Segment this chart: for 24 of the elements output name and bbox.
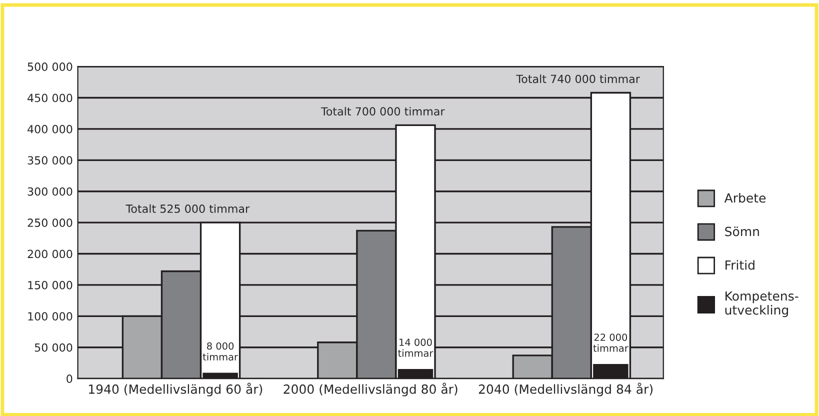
- y-tick-label: 400 000: [28, 124, 72, 134]
- x-tick-label: 1940 (Medellivslängd 60 år): [89, 382, 262, 396]
- legend-label: Kompetens- utveckling: [725, 291, 798, 318]
- x-tick-label: 2040 (Medellivslängd 84 år): [478, 382, 652, 396]
- y-tick-label: 500 000: [28, 62, 72, 71]
- x-tick-label: 2000 (Medellivslängd 80 år): [284, 382, 458, 396]
- y-tick-label: 50 000: [34, 343, 72, 352]
- annotation: Totalt 525 000 timmar: [126, 204, 250, 213]
- data-label: 22 000 timmar: [593, 334, 628, 352]
- legend-label: Fritid: [726, 260, 754, 270]
- legend-label: Arbete: [724, 192, 766, 203]
- y-tick-label: 0: [66, 374, 72, 383]
- annotation: Totalt 700 000 timmar: [320, 106, 445, 116]
- y-tick-label: 450 000: [28, 94, 72, 102]
- y-tick-label: 200 000: [28, 250, 72, 258]
- y-tick-label: 300 000: [28, 187, 72, 196]
- data-label: 8 000 timmar: [202, 342, 238, 361]
- y-tick-label: 350 000: [28, 156, 72, 165]
- data-label: 14 000 timmar: [398, 338, 434, 357]
- legend-label: Sömn: [725, 226, 759, 236]
- y-tick-label: 100 000: [28, 312, 72, 321]
- annotation: Totalt 740 000 timmar: [516, 74, 640, 84]
- y-tick-label: 250 000: [28, 218, 72, 227]
- y-tick-label: 150 000: [28, 280, 72, 290]
